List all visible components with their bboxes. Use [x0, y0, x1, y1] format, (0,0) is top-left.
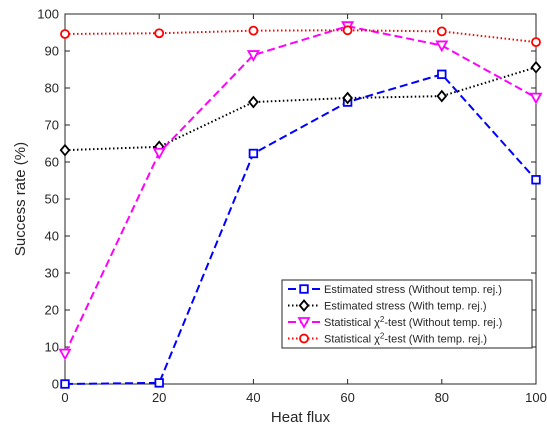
data-point [60, 29, 70, 39]
x-tick-label: 100 [525, 390, 547, 405]
legend-text: -test (With temp. rej.) [384, 334, 487, 346]
data-point [435, 40, 449, 53]
data-point [152, 147, 166, 160]
y-axis-label: Success rate (%) [12, 142, 29, 256]
series-line [64, 29, 537, 44]
x-tick-label: 40 [246, 390, 260, 405]
x-tick-label: 60 [340, 390, 354, 405]
y-tick-label: 70 [45, 118, 59, 133]
legend-marker [297, 317, 311, 329]
legend-superscript: 2 [380, 332, 385, 341]
data-point [248, 95, 259, 109]
legend-superscript: 2 [380, 315, 385, 324]
x-tick-label: 20 [152, 390, 166, 405]
data-point [529, 92, 543, 105]
y-tick-label: 30 [45, 266, 59, 281]
data-point [58, 348, 72, 361]
data-point [531, 175, 541, 185]
y-tick-label: 90 [45, 44, 59, 59]
legend-label: Statistical χ2-test (Without temp. rej.) [324, 315, 502, 329]
series-line [64, 25, 537, 355]
data-point [437, 69, 447, 80]
y-tick-label: 20 [45, 303, 59, 318]
data-point [248, 25, 259, 36]
data-point [154, 28, 165, 39]
data-point [531, 37, 541, 48]
legend-item: Estimated stress (With temp. rej.) [288, 299, 487, 313]
data-point [342, 25, 353, 36]
data-point [59, 143, 71, 157]
data-point [248, 148, 259, 159]
y-axis: 0 10 20 30 40 50 60 70 80 90 100 [37, 7, 536, 392]
data-point [342, 91, 353, 105]
x-tick-label: 0 [61, 390, 68, 405]
legend-marker [299, 284, 309, 294]
series-4 [60, 25, 541, 48]
x-tick-label: 80 [435, 390, 449, 405]
legend-marker [299, 333, 309, 344]
legend-text: Statistical χ [324, 334, 380, 346]
y-tick-label: 80 [45, 81, 59, 96]
legend-label: Estimated stress (With temp. rej.) [324, 301, 487, 313]
series-line [64, 73, 537, 385]
data-point [530, 60, 542, 74]
legend-item: Estimated stress (Without temp. rej.) [288, 284, 502, 296]
data-point [436, 26, 447, 37]
legend-label: Statistical χ2-test (With temp. rej.) [324, 332, 487, 346]
y-tick-label: 40 [45, 229, 59, 244]
legend-text: Statistical χ [324, 317, 380, 329]
y-tick-label: 10 [45, 340, 59, 355]
y-tick-label: 100 [37, 7, 59, 22]
series-layer [58, 21, 543, 389]
legend-item: Statistical χ2-test (Without temp. rej.) [288, 315, 502, 329]
series-2 [59, 60, 542, 157]
data-point [436, 89, 448, 103]
y-tick-label: 60 [45, 155, 59, 170]
data-point [60, 379, 70, 389]
legend-marker [298, 299, 310, 312]
x-axis-label: Heat flux [271, 409, 331, 426]
legend-text: Estimated stress (Without temp. rej.) [324, 284, 502, 296]
legend-item: Statistical χ2-test (With temp. rej.) [288, 332, 487, 346]
legend-text: -test (Without temp. rej.) [384, 317, 502, 329]
legend-text: Estimated stress (With temp. rej.) [324, 301, 487, 313]
legend-label: Estimated stress (Without temp. rej.) [324, 284, 502, 296]
legend: Estimated stress (Without temp. rej.) Est… [281, 279, 533, 349]
data-point [246, 50, 260, 62]
y-tick-label: 0 [52, 377, 59, 392]
legend-box [281, 279, 533, 349]
x-axis: 0 20 40 60 80 100 [61, 14, 547, 405]
y-tick-label: 50 [45, 192, 59, 207]
data-point [154, 378, 164, 388]
